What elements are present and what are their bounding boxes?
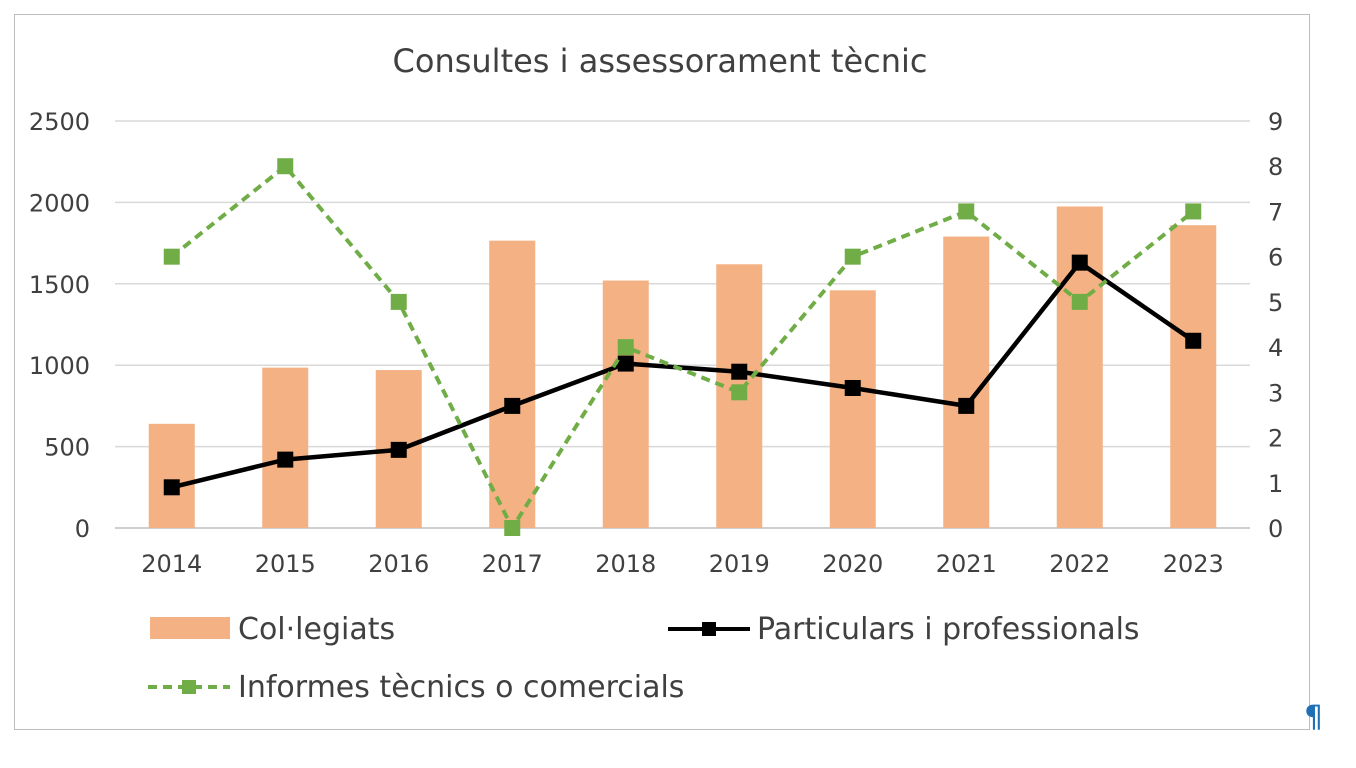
marker-particulars-2021 <box>958 397 975 414</box>
x-tick-label: 2023 <box>1163 550 1224 578</box>
paragraph-mark: ¶ <box>1304 700 1324 735</box>
y-right-tick-label: 0 <box>1268 515 1283 543</box>
x-axis: 2014 2015 2016 2017 2018 2019 2020 2021 2022 2023 <box>141 550 1224 578</box>
bar-colegiats-2020 <box>829 290 876 528</box>
y-right-tick-label: 7 <box>1268 198 1283 226</box>
legend-swatch-colegiats <box>150 617 230 639</box>
marker-particulars-2022 <box>1071 254 1088 271</box>
y-left-tick-label: 2000 <box>29 189 90 217</box>
y-right-tick-label: 6 <box>1268 244 1283 272</box>
y-right-tick-label: 3 <box>1268 379 1283 407</box>
marker-informes-2020 <box>844 248 861 265</box>
y-right-tick-label: 2 <box>1268 425 1283 453</box>
x-tick-label: 2016 <box>368 550 429 578</box>
bar-colegiats-2018 <box>602 280 649 528</box>
marker-particulars-2017 <box>504 397 521 414</box>
marker-particulars-2020 <box>844 379 861 396</box>
marker-particulars-2016 <box>390 441 407 458</box>
y-left-tick-label: 1000 <box>29 352 90 380</box>
chart-title: Consultes i assessorament tècnic <box>393 42 928 80</box>
y-left-tick-label: 1500 <box>29 271 90 299</box>
marker-informes-2014 <box>163 248 180 265</box>
marker-informes-2018 <box>617 339 634 356</box>
line-informes <box>170 164 1195 530</box>
y-right-tick-label: 1 <box>1268 470 1283 498</box>
y-axis-right: 0 1 2 3 4 5 6 7 8 9 <box>1268 108 1283 543</box>
y-left-tick-label: 2500 <box>29 108 90 136</box>
bar-series-colegiats <box>148 206 1217 528</box>
marker-informes-2015 <box>277 158 294 175</box>
x-tick-label: 2017 <box>482 550 543 578</box>
marker-particulars-2023 <box>1185 332 1202 349</box>
y-right-tick-label: 8 <box>1268 153 1283 181</box>
x-tick-label: 2020 <box>822 550 883 578</box>
x-tick-label: 2015 <box>255 550 316 578</box>
marker-informes-2021 <box>958 203 975 220</box>
marker-particulars-2018 <box>617 355 634 372</box>
y-right-tick-label: 4 <box>1268 334 1283 362</box>
legend: Col·legiats Particulars i professionals … <box>148 612 1140 705</box>
legend-label-particulars: Particulars i professionals <box>757 612 1140 647</box>
y-right-tick-label: 9 <box>1268 108 1283 136</box>
x-tick-label: 2018 <box>595 550 656 578</box>
legend-marker-particulars <box>702 622 716 636</box>
bar-colegiats-2021 <box>943 236 990 528</box>
y-right-tick-label: 5 <box>1268 289 1283 317</box>
marker-particulars-2014 <box>163 479 180 496</box>
legend-label-colegiats: Col·legiats <box>238 612 395 647</box>
y-left-tick-label: 0 <box>75 515 90 543</box>
marker-particulars-2019 <box>731 363 748 380</box>
y-left-tick-label: 500 <box>44 434 90 462</box>
bar-colegiats-2023 <box>1170 225 1217 528</box>
bar-colegiats-2014 <box>148 423 195 528</box>
x-tick-label: 2022 <box>1049 550 1110 578</box>
bar-colegiats-2017 <box>489 240 536 528</box>
marker-informes-2022 <box>1071 293 1088 310</box>
marker-informes-2019 <box>731 384 748 401</box>
marker-informes-2017 <box>504 520 521 536</box>
line-series <box>163 158 1202 536</box>
y-axis-left: 0 500 1000 1500 2000 2500 <box>29 108 90 543</box>
bar-colegiats-2015 <box>262 367 309 528</box>
marker-informes-2023 <box>1185 203 1202 220</box>
x-tick-label: 2014 <box>141 550 202 578</box>
line-particulars <box>171 260 1195 490</box>
legend-label-informes: Informes tècnics o comercials <box>238 670 684 705</box>
marker-particulars-2015 <box>277 451 294 468</box>
marker-informes-2016 <box>390 293 407 310</box>
x-tick-label: 2019 <box>709 550 770 578</box>
legend-marker-informes <box>182 680 196 694</box>
x-tick-label: 2021 <box>936 550 997 578</box>
